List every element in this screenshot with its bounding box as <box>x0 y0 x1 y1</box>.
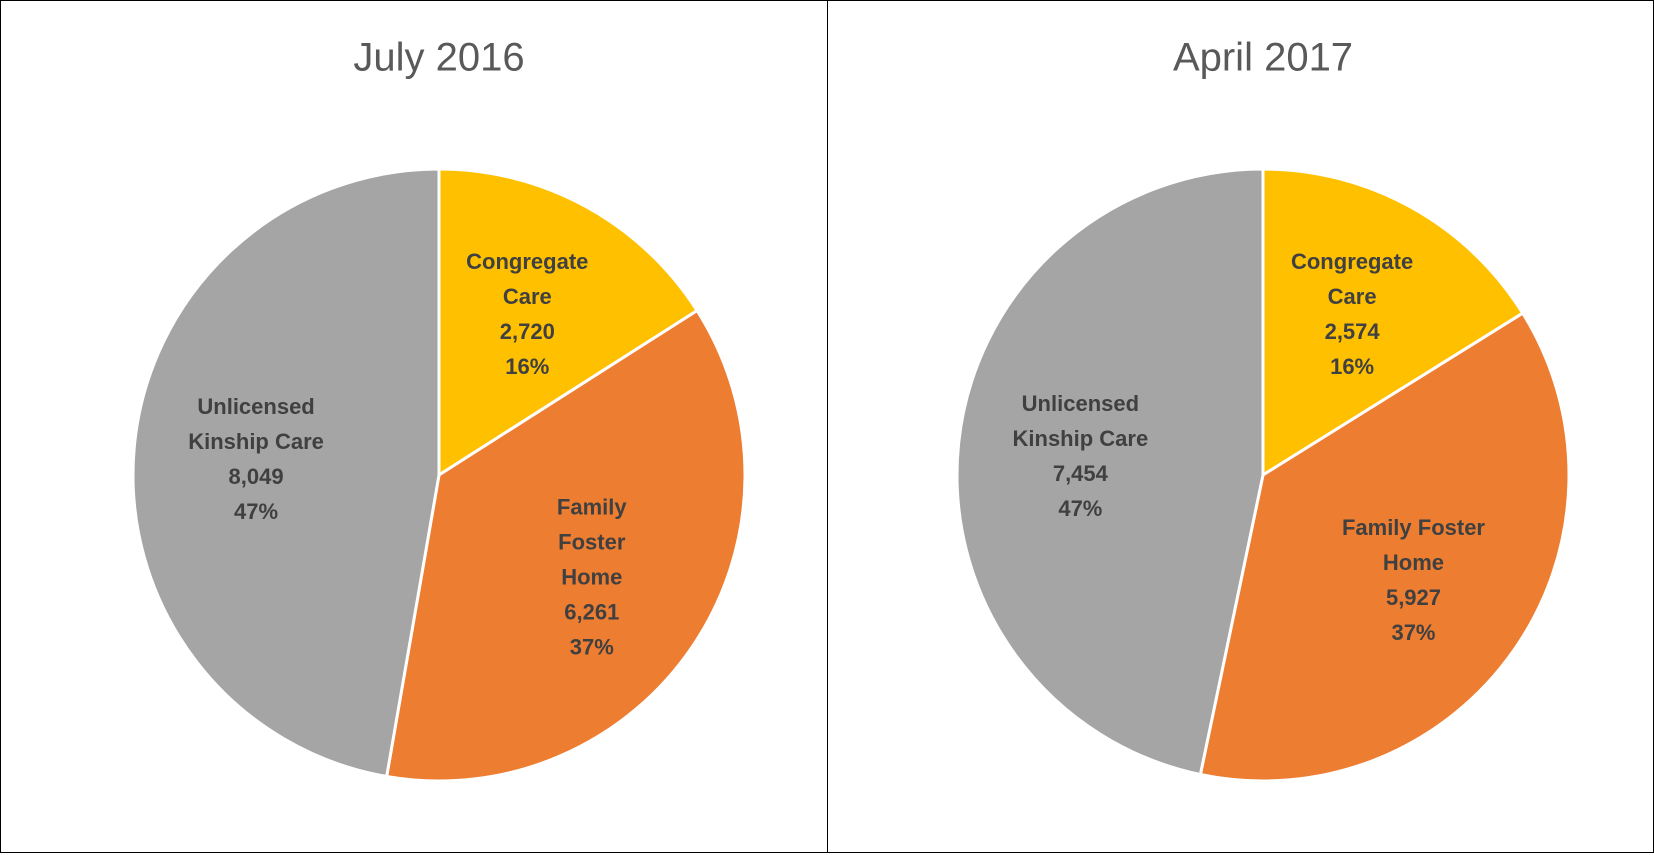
value-label: 7,454 <box>1052 461 1108 487</box>
value-label: 8,049 <box>228 464 284 490</box>
percentage-label: 37% <box>1391 620 1436 646</box>
chart-title: April 2017 <box>1172 35 1354 80</box>
pie-slice <box>437 167 700 478</box>
value-label: 5,927 <box>1385 585 1442 611</box>
percentage-label: 47% <box>1058 496 1103 522</box>
category-label: Congregate Care <box>1290 249 1414 310</box>
percentage-label: 47% <box>234 499 279 525</box>
slice-label: Unlicensed Kinship Care 8,049 47% <box>181 389 331 529</box>
slice-label: Congregate Care 2,720 16% <box>462 244 592 384</box>
pie-slice <box>955 167 1265 777</box>
value-label: 2,720 <box>499 319 555 345</box>
category-label: Unlicensed Kinship Care <box>1012 391 1149 452</box>
slice-label: Family Foster Home 6,261 37% <box>526 489 658 664</box>
percentage-label: 16% <box>1330 354 1375 380</box>
category-label: Unlicensed Kinship Care <box>188 394 324 455</box>
pie-slice <box>1261 167 1525 478</box>
category-label: Family Foster Home <box>1341 515 1485 576</box>
pie-slice <box>384 308 747 783</box>
slice-label: Unlicensed Kinship Care 7,454 47% <box>1005 386 1155 526</box>
slice-label: Congregate Care 2,574 16% <box>1287 244 1417 384</box>
value-label: 2,574 <box>1324 319 1380 345</box>
pie-slice <box>1198 311 1571 783</box>
category-label: Family Foster Home <box>556 494 627 590</box>
category-label: Congregate Care <box>466 249 589 310</box>
percentage-label: 16% <box>505 354 550 380</box>
value-label: 6,261 <box>564 599 620 625</box>
pie-slice <box>131 167 441 779</box>
percentage-label: 37% <box>569 634 614 660</box>
slice-label: Family Foster Home 5,927 37% <box>1333 510 1493 650</box>
chart-title: July 2016 <box>353 35 525 80</box>
